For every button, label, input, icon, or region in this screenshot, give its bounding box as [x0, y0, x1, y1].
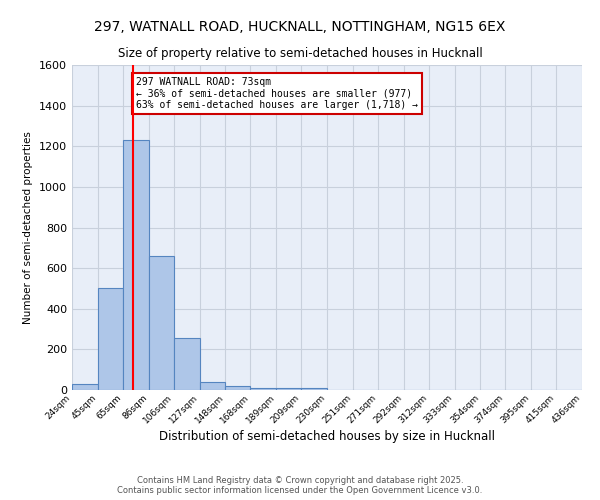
- Text: Contains HM Land Registry data © Crown copyright and database right 2025.
Contai: Contains HM Land Registry data © Crown c…: [118, 476, 482, 495]
- X-axis label: Distribution of semi-detached houses by size in Hucknall: Distribution of semi-detached houses by …: [159, 430, 495, 444]
- Text: 297, WATNALL ROAD, HUCKNALL, NOTTINGHAM, NG15 6EX: 297, WATNALL ROAD, HUCKNALL, NOTTINGHAM,…: [94, 20, 506, 34]
- Bar: [173, 338, 200, 390]
- Bar: [149, 256, 173, 390]
- Bar: [98, 288, 123, 390]
- Bar: [276, 388, 301, 390]
- Bar: [226, 386, 250, 390]
- Bar: [72, 384, 98, 390]
- Bar: [199, 382, 226, 390]
- Y-axis label: Number of semi-detached properties: Number of semi-detached properties: [23, 131, 34, 324]
- Bar: [123, 140, 149, 390]
- Bar: [301, 388, 327, 390]
- Bar: [250, 388, 276, 390]
- Text: Size of property relative to semi-detached houses in Hucknall: Size of property relative to semi-detach…: [118, 48, 482, 60]
- Text: 297 WATNALL ROAD: 73sqm
← 36% of semi-detached houses are smaller (977)
63% of s: 297 WATNALL ROAD: 73sqm ← 36% of semi-de…: [136, 77, 418, 110]
